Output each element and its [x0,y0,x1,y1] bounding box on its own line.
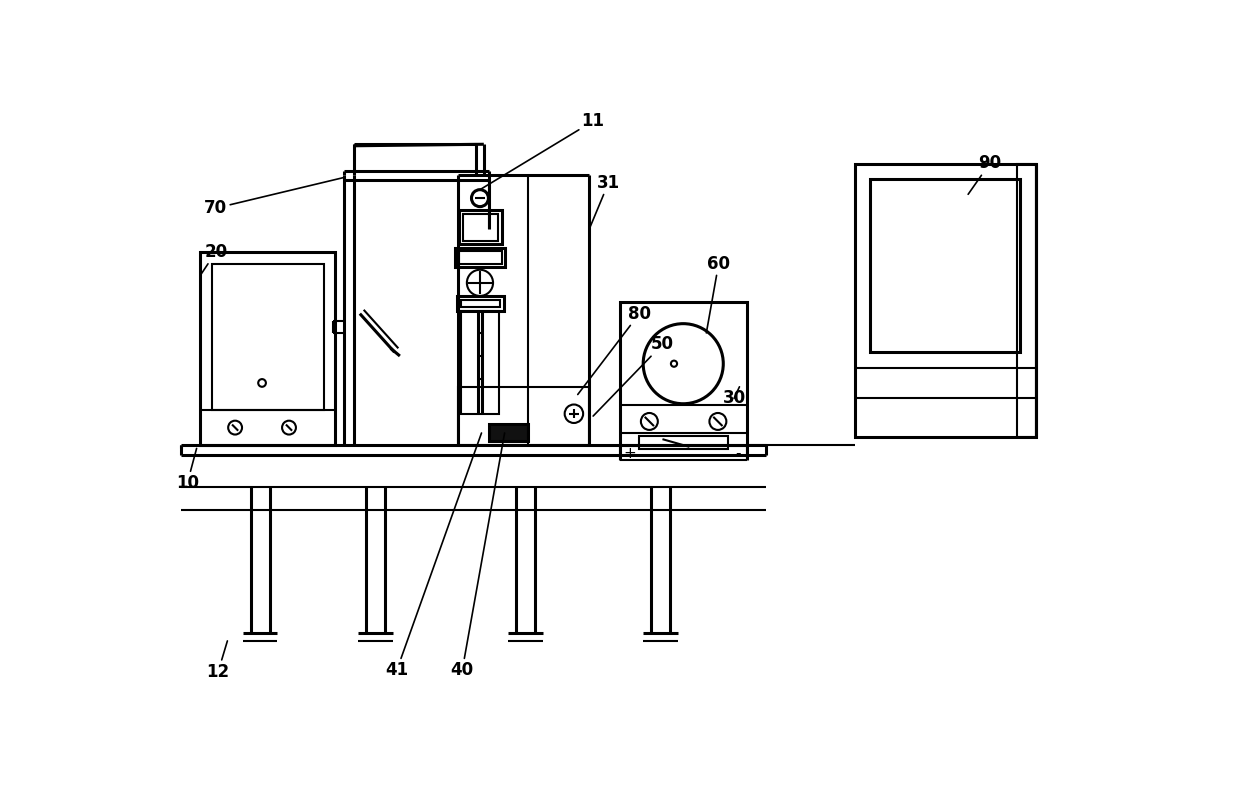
Bar [212,264,324,410]
Bar [461,300,500,308]
Bar [459,387,589,444]
Text: 40: 40 [450,433,505,679]
Bar [461,312,500,414]
Text: 41: 41 [386,433,481,679]
Bar [490,424,528,440]
Bar [459,210,501,244]
Bar [854,163,1035,436]
Text: 50: 50 [593,335,675,416]
Bar [459,250,501,265]
Bar [463,214,497,240]
Text: 70: 70 [205,177,345,217]
Text: 31: 31 [589,173,620,229]
Text: +: + [622,447,636,462]
Bar [455,248,506,268]
Bar [456,296,503,312]
Text: 90: 90 [968,155,1001,195]
Bar [640,436,728,449]
Text: 60: 60 [707,254,730,333]
Text: 20: 20 [201,243,227,276]
Text: 11: 11 [480,112,605,190]
Bar [1017,163,1035,436]
Bar [620,302,748,444]
Text: -: - [735,447,740,462]
Bar [870,179,1021,352]
Text: 80: 80 [578,305,651,395]
Text: 10: 10 [176,448,198,492]
Bar [201,252,335,444]
Text: 12: 12 [207,641,229,681]
Text: 30: 30 [723,387,745,407]
